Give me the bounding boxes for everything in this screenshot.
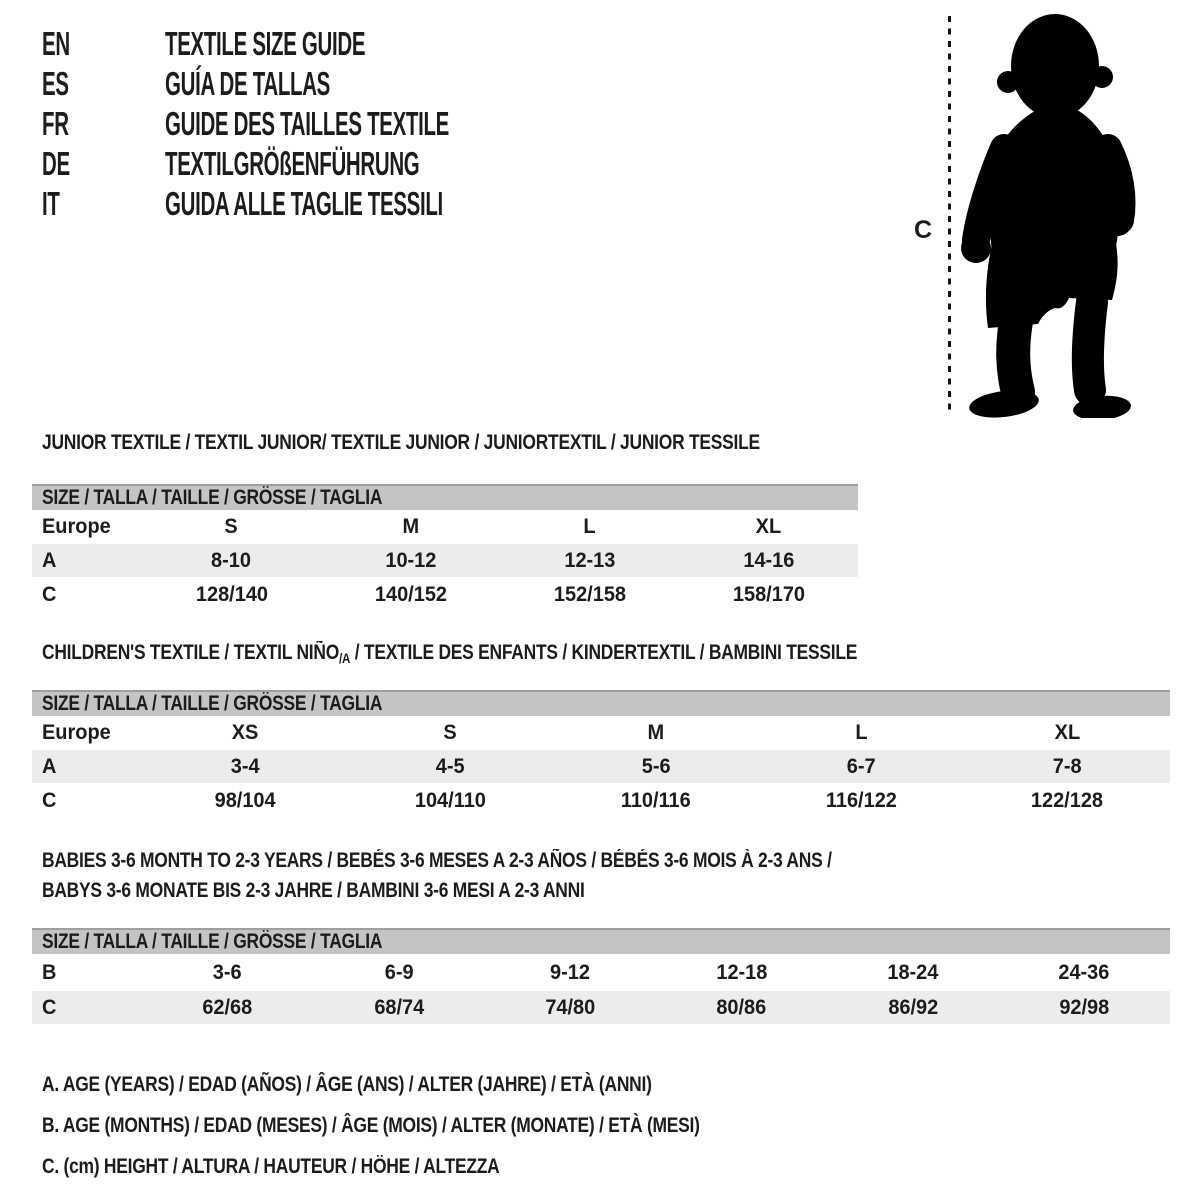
row-label: A (42, 548, 57, 572)
table-row-columns: Europe XS S M L XL (32, 716, 1170, 750)
cell-value: 6-7 (847, 754, 876, 778)
lang-row-it: IT GUIDA ALLE TAGLIE TESSILI (42, 184, 623, 224)
cell-value: 152/158 (553, 582, 626, 606)
lang-row-fr: FR GUIDE DES TAILLES TEXTILE (42, 104, 623, 144)
cell-value: 9-12 (550, 960, 591, 984)
babies-size-table: SIZE / TALLA / TAILLE / GRÖSSE / TAGLIA … (32, 928, 1170, 1024)
children-size-table: SIZE / TALLA / TAILLE / GRÖSSE / TAGLIA … (32, 690, 1170, 818)
column-header: S (224, 515, 239, 538)
size-header-bar: SIZE / TALLA / TAILLE / GRÖSSE / TAGLIA (32, 690, 1170, 716)
children-section-title: CHILDREN'S TEXTILE / TEXTIL NIÑO/A / TEX… (42, 641, 858, 666)
babies-section-title: BABIES 3-6 MONTH TO 2-3 YEARS / BEBÉS 3-… (42, 849, 832, 902)
table-row-height: C 62/68 68/74 74/80 80/86 86/92 92/98 (32, 991, 1170, 1024)
legend-line-a: A. AGE (YEARS) / EDAD (AÑOS) / ÂGE (ANS)… (42, 1072, 652, 1096)
column-header: Europe (42, 721, 111, 744)
row-label: A (42, 754, 57, 778)
cell-value: 98/104 (214, 788, 276, 812)
legend-line-b: B. AGE (MONTHS) / EDAD (MESES) / ÂGE (MO… (42, 1113, 700, 1137)
cell-value: 68/74 (374, 995, 424, 1019)
cell-value: 24-36 (1058, 960, 1110, 984)
column-header: M (402, 515, 419, 538)
cell-value: 3-6 (213, 960, 243, 984)
cell-value: 74/80 (545, 995, 596, 1019)
lang-row-de: DE TEXTILGRÖßENFÜHRUNG (42, 144, 623, 184)
height-measure-line (948, 16, 951, 416)
cell-value: 104/110 (414, 788, 486, 812)
column-header: XS (231, 721, 259, 744)
lang-code: IT (42, 185, 60, 222)
language-title-list: EN TEXTILE SIZE GUIDE ES GUÍA DE TALLAS … (42, 24, 623, 224)
cell-value: 110/116 (621, 788, 691, 812)
table-row-columns: Europe S M L XL (32, 510, 858, 544)
table-row-height: C 98/104 104/110 110/116 116/122 122/128 (32, 783, 1170, 818)
row-label: B (42, 960, 57, 984)
cell-value: 128/140 (195, 582, 268, 606)
column-header: L (855, 721, 868, 744)
cell-value: 3-4 (230, 754, 260, 778)
junior-section-title: JUNIOR TEXTILE / TEXTIL JUNIOR/ TEXTILE … (42, 431, 760, 454)
guide-title-fr: GUIDE DES TAILLES TEXTILE (165, 105, 450, 142)
baby-silhouette-icon (961, 14, 1136, 418)
cell-value: 158/170 (732, 582, 805, 606)
junior-size-table: SIZE / TALLA / TAILLE / GRÖSSE / TAGLIA … (32, 484, 858, 612)
column-header: XL (1054, 721, 1080, 744)
cell-value: 12-13 (563, 548, 616, 572)
guide-title-de: TEXTILGRÖßENFÜHRUNG (165, 145, 420, 182)
lang-code: EN (42, 25, 70, 62)
legend: A. AGE (YEARS) / EDAD (AÑOS) / ÂGE (ANS)… (42, 1064, 834, 1187)
cell-value: 10-12 (384, 548, 437, 572)
lang-row-es: ES GUÍA DE TALLAS (42, 64, 623, 104)
guide-title-es: GUÍA DE TALLAS (165, 65, 331, 102)
guide-title-it: GUIDA ALLE TAGLIE TESSILI (165, 185, 443, 222)
cell-value: 14-16 (742, 548, 795, 572)
cell-value: 7-8 (1052, 754, 1082, 778)
cell-value: 122/128 (1031, 788, 1104, 812)
cell-value: 116/122 (826, 788, 898, 812)
cell-value: 18-24 (887, 960, 939, 984)
cell-value: 80/86 (716, 995, 767, 1019)
cell-value: 140/152 (374, 582, 447, 606)
row-label: C (42, 582, 57, 606)
table-row-height: C 128/140 140/152 152/158 158/170 (32, 577, 858, 612)
column-header: Europe (42, 515, 111, 538)
column-header: L (583, 515, 596, 538)
cell-value: 8-10 (211, 548, 252, 572)
column-header: XL (755, 515, 782, 538)
lang-row-en: EN TEXTILE SIZE GUIDE (42, 24, 623, 64)
column-header: M (647, 721, 665, 744)
table-row-age: A 3-4 4-5 5-6 6-7 7-8 (32, 750, 1170, 783)
cell-value: 92/98 (1059, 995, 1110, 1019)
cell-value: 4-5 (435, 754, 465, 778)
column-header: S (443, 721, 458, 744)
legend-line-c: C. (cm) HEIGHT / ALTURA / HAUTEUR / HÖHE… (42, 1154, 500, 1178)
cell-value: 6-9 (384, 960, 414, 984)
lang-code: DE (42, 145, 70, 182)
table-row-months: B 3-6 6-9 9-12 12-18 18-24 24-36 (32, 954, 1170, 991)
cell-value: 86/92 (888, 995, 938, 1019)
cell-value: 62/68 (202, 995, 253, 1019)
guide-title-en: TEXTILE SIZE GUIDE (165, 25, 366, 62)
row-label: C (42, 788, 57, 812)
height-label: C (914, 216, 933, 244)
lang-code: FR (42, 105, 69, 142)
cell-value: 12-18 (716, 960, 768, 984)
lang-code: ES (42, 65, 69, 102)
table-row-age: A 8-10 10-12 12-13 14-16 (32, 544, 858, 577)
size-header-bar: SIZE / TALLA / TAILLE / GRÖSSE / TAGLIA (32, 484, 858, 510)
cell-value: 5-6 (641, 754, 671, 778)
size-header-bar: SIZE / TALLA / TAILLE / GRÖSSE / TAGLIA (32, 928, 1170, 954)
row-label: C (42, 995, 57, 1019)
